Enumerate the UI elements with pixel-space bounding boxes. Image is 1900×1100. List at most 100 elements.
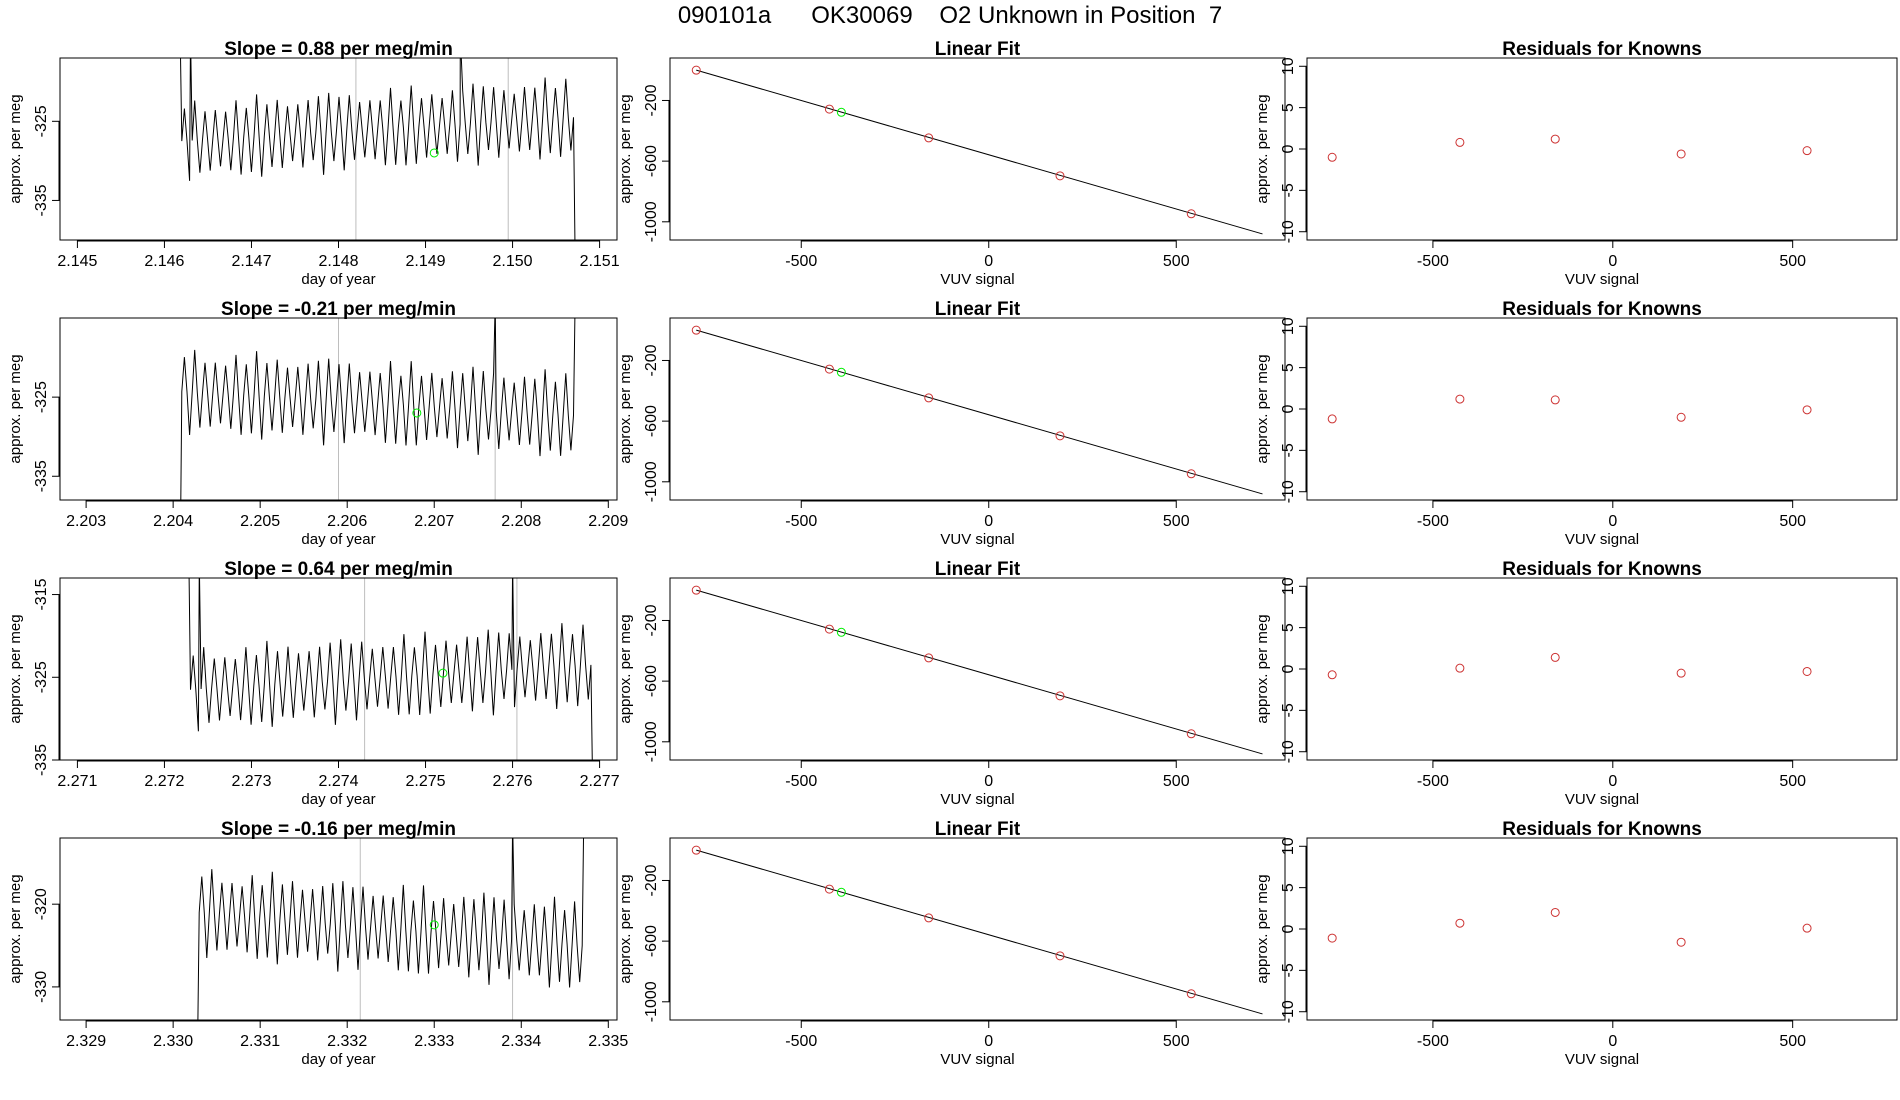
plot-area xyxy=(1327,134,1812,162)
y-tick-label: -10 xyxy=(1280,1000,1297,1023)
residual-point xyxy=(1455,394,1465,404)
y-tick-label: -330 xyxy=(33,971,50,1003)
panel-title: Linear Fit xyxy=(935,559,1021,580)
plot-area xyxy=(188,578,593,760)
y-tick-label: -200 xyxy=(643,344,660,376)
unknown-point xyxy=(429,920,439,930)
panel-title: Slope = -0.21 per meg/min xyxy=(221,299,456,320)
known-point xyxy=(924,913,934,923)
known-point xyxy=(1055,171,1065,181)
unknown-point xyxy=(412,408,422,418)
panel-residuals-3: Residuals for Knowns -500 0 500 10 5 0 -5 -10 VUV… xyxy=(1254,819,1898,1068)
panel-residuals-2: Residuals for Knowns -500 0 500 10 5 0 -5 -10 VUV… xyxy=(1254,559,1898,808)
residual-point xyxy=(1550,652,1560,662)
panel-title: Linear Fit xyxy=(935,299,1021,320)
x-tick-label: 2.331 xyxy=(240,1033,280,1050)
panel-linear-fit-1: Linear Fit -500 0 500 -200 -600 -1000 VUV signa… xyxy=(617,299,1286,548)
y-tick-label: 10 xyxy=(1280,317,1297,335)
plot-area xyxy=(1327,394,1812,424)
x-tick-label: 2.206 xyxy=(327,513,367,530)
x-tick-label: -500 xyxy=(1417,1033,1449,1050)
x-axis-label: VUV signal xyxy=(1565,1051,1639,1068)
y-axis-label: approx. per meg xyxy=(1254,874,1271,983)
unknown-point xyxy=(438,668,448,678)
plot-frame xyxy=(1306,317,1898,501)
y-tick-label: -600 xyxy=(643,405,660,437)
plot-area xyxy=(197,838,585,1020)
x-tick-label: 2.272 xyxy=(144,773,184,790)
residual-point xyxy=(1455,663,1465,673)
x-tick-label: 2.275 xyxy=(406,773,446,790)
x-tick-label: 2.204 xyxy=(153,513,193,530)
residual-point xyxy=(1676,412,1686,422)
x-tick-label: 500 xyxy=(1779,513,1806,530)
x-tick-label: 2.149 xyxy=(406,253,446,270)
plot-area xyxy=(1327,652,1812,680)
x-tick-label: 500 xyxy=(1779,1033,1806,1050)
x-axis-label: VUV signal xyxy=(940,531,1014,548)
plot-area xyxy=(691,585,1263,755)
x-tick-label: 0 xyxy=(984,1033,993,1050)
y-tick-label: 5 xyxy=(1280,883,1297,892)
plot-area xyxy=(691,845,1263,1015)
x-axis-label: VUV signal xyxy=(1565,531,1639,548)
residual-point xyxy=(1676,149,1686,159)
signal-trace xyxy=(180,58,576,240)
x-tick-label: -500 xyxy=(785,1033,817,1050)
y-axis-label: approx. per meg xyxy=(617,614,634,723)
x-tick-label: 0 xyxy=(1608,253,1617,270)
x-tick-label: -500 xyxy=(1417,253,1449,270)
residual-point xyxy=(1676,937,1686,947)
residual-point xyxy=(1327,670,1337,680)
x-tick-label: 2.277 xyxy=(580,773,620,790)
x-tick-label: 500 xyxy=(1163,253,1190,270)
x-tick-label: -500 xyxy=(785,513,817,530)
x-tick-label: 500 xyxy=(1163,1033,1190,1050)
unknown-point xyxy=(836,107,846,117)
panel-title: Slope = 0.88 per meg/min xyxy=(224,39,453,60)
x-tick-label: 2.150 xyxy=(493,253,533,270)
unknown-point xyxy=(836,887,846,897)
x-tick-label: 2.332 xyxy=(327,1033,367,1050)
plot-area xyxy=(691,325,1263,495)
panel-title: Residuals for Knowns xyxy=(1502,39,1702,60)
known-point xyxy=(924,393,934,403)
fit-line xyxy=(696,589,1263,755)
y-tick-label: 0 xyxy=(1280,144,1297,153)
signal-trace xyxy=(197,838,585,1020)
x-tick-label: 0 xyxy=(1608,1033,1617,1050)
y-tick-label: 0 xyxy=(1280,404,1297,413)
known-point xyxy=(824,104,834,114)
x-axis-label: day of year xyxy=(301,271,375,288)
plot-frame xyxy=(669,837,1286,1021)
plot-frame xyxy=(59,57,618,241)
y-tick-label: -325 xyxy=(33,661,50,693)
y-tick-label: -335 xyxy=(33,184,50,216)
x-tick-label: 2.271 xyxy=(57,773,97,790)
fit-line xyxy=(696,69,1263,235)
residual-point xyxy=(1327,414,1337,424)
y-tick-label: -5 xyxy=(1280,963,1297,977)
x-tick-label: 500 xyxy=(1163,773,1190,790)
residual-point xyxy=(1550,395,1560,405)
y-axis-label: approx. per meg xyxy=(617,94,634,203)
x-tick-label: 2.205 xyxy=(240,513,280,530)
y-axis-label: approx. per meg xyxy=(617,354,634,463)
panel-time-series-2: Slope = 0.64 per meg/min 2.271 2.272 2.273 2… xyxy=(7,559,620,808)
known-point xyxy=(1055,691,1065,701)
x-tick-label: 2.207 xyxy=(414,513,454,530)
known-point xyxy=(924,133,934,143)
x-tick-label: 2.330 xyxy=(153,1033,193,1050)
panel-residuals-1: Residuals for Knowns -500 0 500 10 5 0 -5 -10 VUV… xyxy=(1254,299,1898,548)
known-point xyxy=(924,653,934,663)
y-tick-label: -10 xyxy=(1280,480,1297,503)
known-point xyxy=(691,845,701,855)
y-axis-label: approx. per meg xyxy=(1254,354,1271,463)
known-point xyxy=(1055,951,1065,961)
panel-title: Linear Fit xyxy=(935,819,1021,840)
y-tick-label: -600 xyxy=(643,145,660,177)
y-axis-label: approx. per meg xyxy=(1254,614,1271,723)
y-tick-label: 10 xyxy=(1280,577,1297,595)
panel-linear-fit-0: Linear Fit -500 0 500 -200 -600 -1000 VUV signa… xyxy=(617,39,1286,288)
